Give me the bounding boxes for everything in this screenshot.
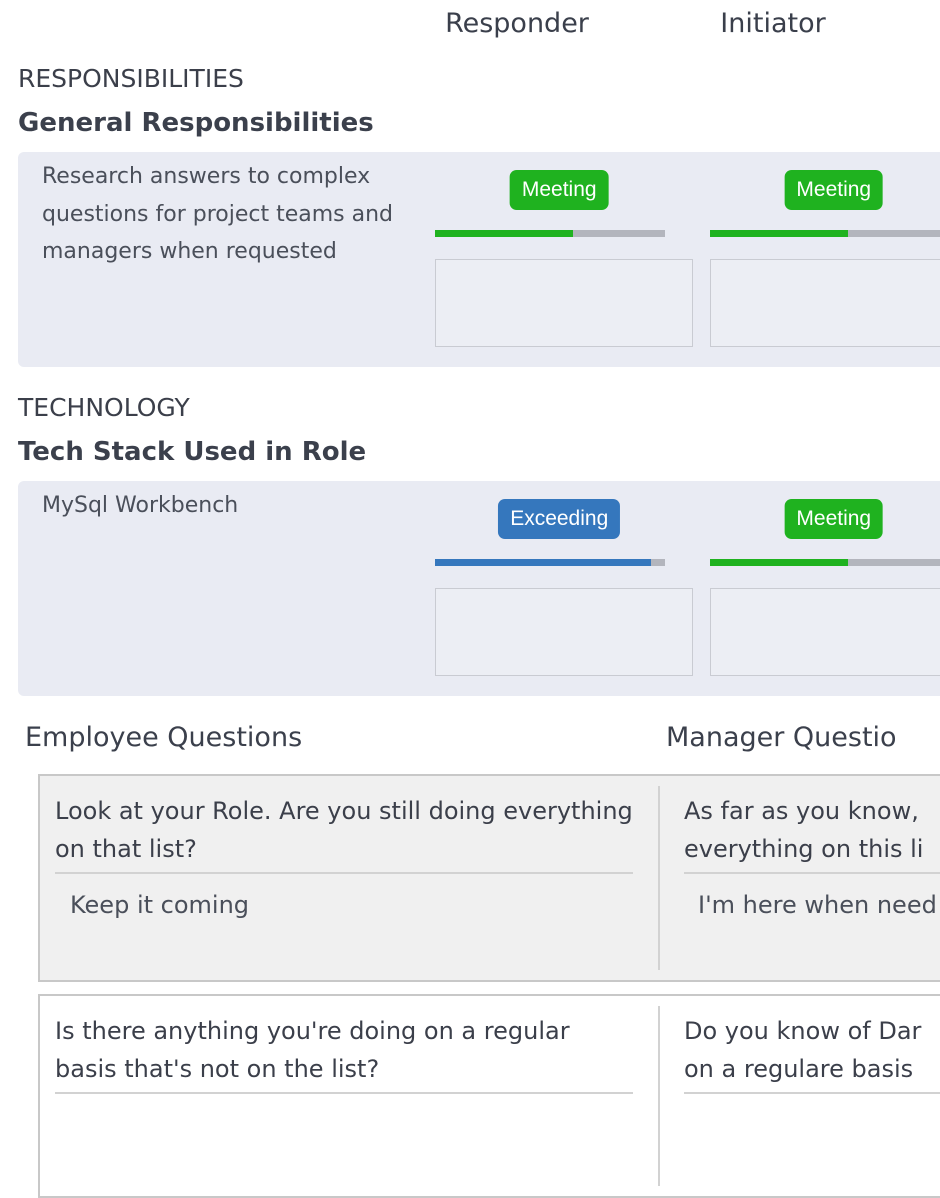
progress-fill	[710, 559, 848, 566]
status-badge: Meeting	[784, 499, 883, 539]
section-subheading: Tech Stack Used in Role	[18, 429, 940, 481]
status-badge: Meeting	[784, 170, 883, 210]
question-titles: Employee Questions Manager Questio	[0, 716, 940, 774]
manager-question: As far as you know,everything on this li	[684, 792, 940, 874]
divider	[658, 1006, 660, 1186]
rating-column: Meeting	[710, 152, 940, 367]
comment-box[interactable]	[435, 259, 693, 347]
comment-box[interactable]	[710, 588, 940, 676]
progress-track	[435, 559, 665, 566]
rating-column: Meeting	[710, 481, 940, 696]
progress-track	[435, 230, 665, 237]
section-heading: TECHNOLOGY	[18, 387, 940, 429]
competency-text: Research answers to complex questions fo…	[18, 152, 409, 367]
progress-fill	[435, 230, 573, 237]
column-header: Responder Initiator	[0, 0, 940, 52]
manager-question-line: Do you know of Dar	[684, 1012, 940, 1050]
rating-column: Meeting	[435, 152, 684, 367]
question-row: Is there anything you're doing on a regu…	[38, 994, 940, 1198]
comment-box[interactable]	[710, 259, 940, 347]
manager-answer: I'm here when need	[698, 891, 937, 919]
competency-text: MySql Workbench	[18, 481, 409, 696]
status-badge: Exceeding	[498, 499, 620, 539]
column-title: Responder	[388, 8, 646, 39]
comment-box[interactable]	[435, 588, 693, 676]
employee-answer: Keep it coming	[70, 891, 249, 919]
progress-fill	[710, 230, 848, 237]
progress-track	[710, 230, 940, 237]
column-title: Initiator	[644, 8, 902, 39]
competency-card: MySql Workbench Exceeding Meeting	[18, 481, 940, 696]
divider	[658, 786, 660, 970]
question-rows: Look at your Role. Are you still doing e…	[0, 774, 940, 1198]
section-subheading: General Responsibilities	[18, 100, 940, 152]
question-row: Look at your Role. Are you still doing e…	[38, 774, 940, 982]
competency-card: Research answers to complex questions fo…	[18, 152, 940, 367]
progress-fill	[435, 559, 651, 566]
section-heading: RESPONSIBILITIES	[18, 58, 940, 100]
employee-question: Look at your Role. Are you still doing e…	[55, 792, 633, 874]
employee-title: Employee Questions	[25, 722, 302, 753]
status-badge: Meeting	[510, 170, 609, 210]
manager-title: Manager Questio	[666, 722, 897, 753]
employee-question: Is there anything you're doing on a regu…	[55, 1012, 633, 1094]
manager-question-line: on a regulare basis	[684, 1050, 940, 1088]
progress-track	[710, 559, 940, 566]
rating-column: Exceeding	[435, 481, 684, 696]
manager-question-line: As far as you know,	[684, 792, 940, 830]
manager-question-line: everything on this li	[684, 830, 940, 868]
